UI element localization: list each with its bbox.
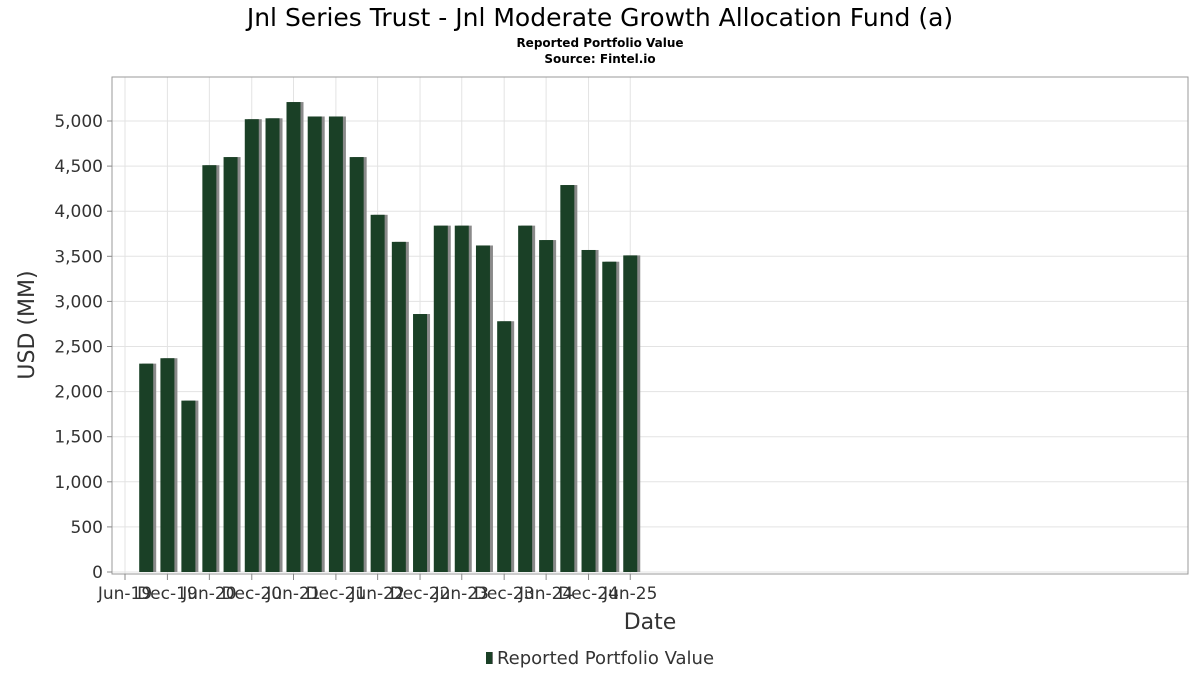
- x-tick-label: Jun-24: [518, 584, 573, 604]
- plot-frame: [111, 76, 1189, 575]
- bar: [623, 255, 638, 572]
- x-tick-label: Jun-22: [349, 584, 404, 604]
- bar: [560, 185, 575, 573]
- bar: [518, 225, 533, 572]
- x-tick-label: Jun-20: [181, 584, 236, 604]
- y-axis-title: USD (MM): [15, 270, 40, 379]
- y-tick-label: 3,500: [54, 247, 103, 267]
- x-tick-label: Jun-19: [97, 584, 152, 604]
- y-tick-label: 1,000: [54, 473, 103, 493]
- y-tick-label: 3,000: [54, 292, 103, 312]
- x-tick-label: Dec-23: [474, 584, 535, 604]
- y-tick-label: 1,500: [54, 428, 103, 448]
- x-tick-label: Dec-19: [137, 584, 198, 604]
- y-tick-label: 2,500: [54, 338, 103, 358]
- bar: [497, 321, 512, 572]
- bar: [433, 225, 448, 572]
- bar: [391, 241, 406, 573]
- bar: [286, 102, 301, 573]
- x-tick-label: Dec-24: [558, 584, 619, 604]
- x-tick-label: Jun-25: [602, 584, 657, 604]
- x-axis-title: Date: [624, 610, 677, 635]
- x-tick-label: Dec-22: [390, 584, 451, 604]
- bar: [139, 363, 154, 572]
- x-tick-label: Dec-21: [306, 584, 367, 604]
- y-tick-label: 500: [71, 518, 103, 538]
- y-tick-label: 4,000: [54, 202, 103, 222]
- bars-layer: [139, 102, 641, 573]
- y-tick-label: 5,000: [54, 112, 103, 132]
- bar: [454, 225, 469, 572]
- bar: [223, 157, 238, 572]
- bar: [265, 118, 280, 572]
- y-tick-label: 2,000: [54, 383, 103, 403]
- bar: [160, 358, 175, 572]
- x-tick-label: Jun-23: [434, 584, 489, 604]
- y-tick-label: 0: [92, 563, 103, 583]
- bar: [413, 314, 428, 572]
- chart-title: Jnl Series Trust - Jnl Moderate Growth A…: [246, 3, 954, 32]
- legend: Reported Portfolio Value: [0, 648, 1200, 670]
- x-tick-label: Dec-20: [221, 584, 282, 604]
- bar: [602, 261, 617, 572]
- bar: [581, 249, 596, 572]
- x-tick-label: Jun-21: [265, 584, 320, 604]
- bar: [307, 116, 322, 573]
- bar: [370, 214, 385, 573]
- y-axis-ticks: 0 500 1,000 1,500 2,000 2,500 3,000 3,500 4,000 4…: [54, 112, 112, 583]
- bar: [202, 165, 217, 572]
- y-tick-label: 4,500: [54, 157, 103, 177]
- x-axis-ticks: Jun-19Dec-19Jun-20Dec-20Jun-21Dec-21Jun-…: [97, 574, 657, 604]
- legend-label: Reported Portfolio Value: [496, 648, 715, 669]
- bar: [475, 245, 490, 572]
- legend-swatch: [485, 652, 493, 664]
- bar: [349, 157, 364, 572]
- chart-subtitle: Reported Portfolio Value: [516, 36, 684, 50]
- bar: [539, 240, 554, 572]
- bar: [244, 119, 259, 573]
- bar: [328, 116, 343, 573]
- bar: [181, 400, 196, 572]
- chart-source: Source: Fintel.io: [544, 52, 656, 66]
